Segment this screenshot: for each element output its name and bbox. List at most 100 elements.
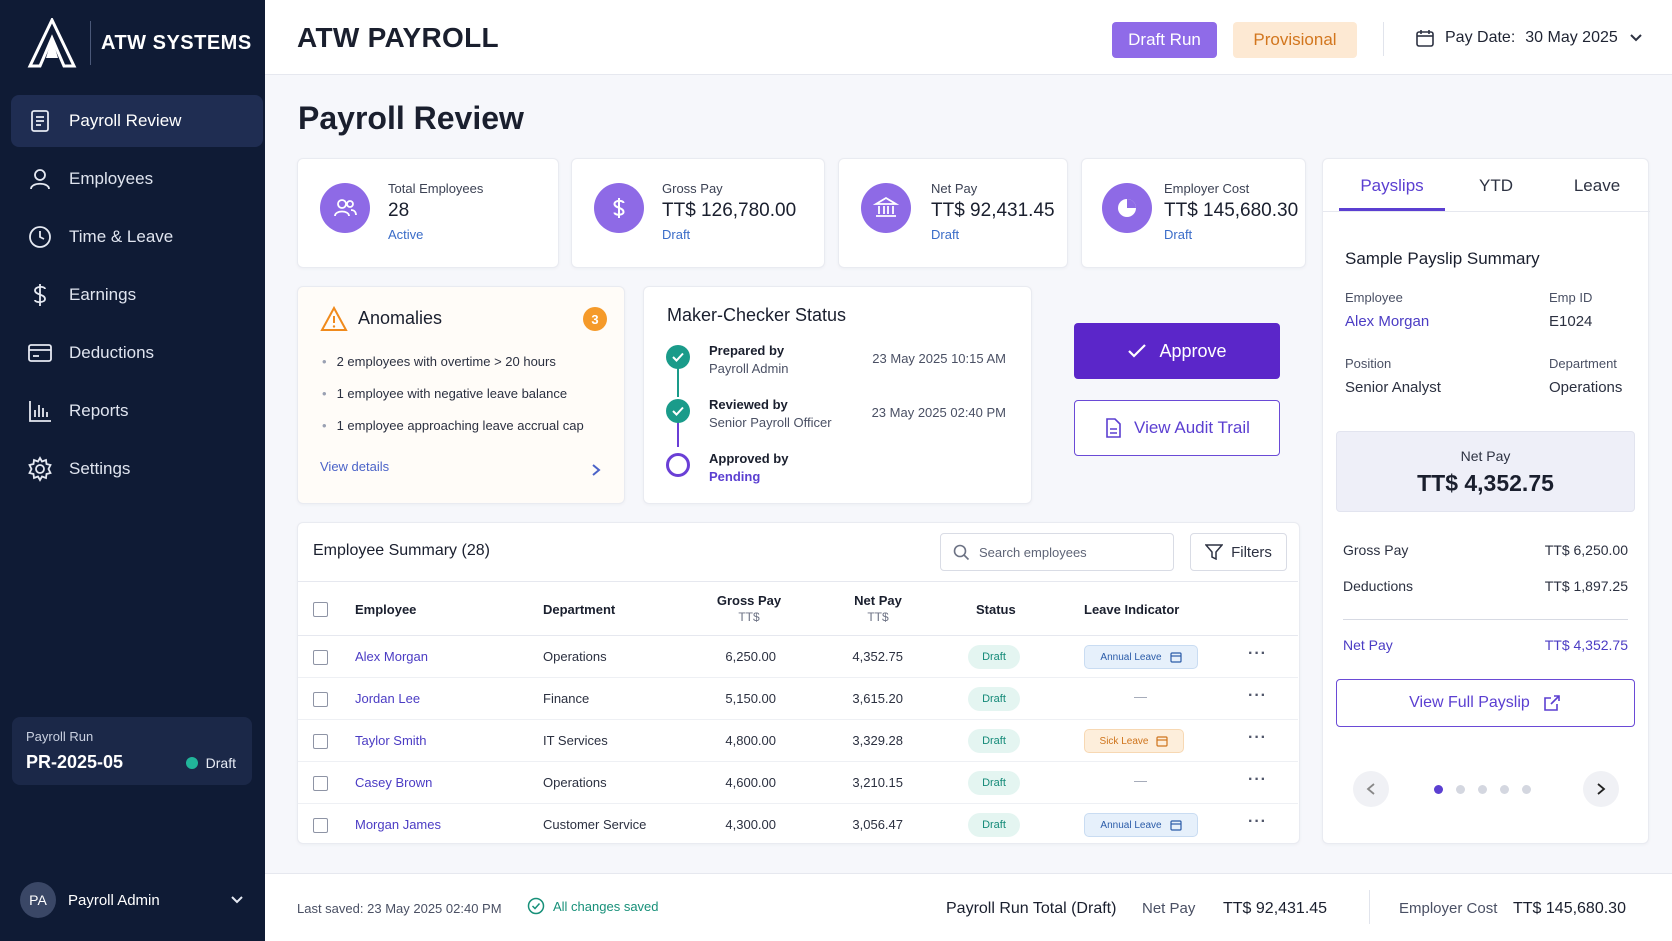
- col-gross-pay[interactable]: Gross Pay TT$: [709, 593, 789, 624]
- list-item: 1 employee approaching leave accrual cap: [322, 409, 584, 441]
- save-status-label: All changes saved: [553, 898, 659, 914]
- row-more-icon[interactable]: ···: [1248, 687, 1267, 704]
- tab-leave[interactable]: Leave: [1573, 176, 1621, 195]
- footer-divider: [1369, 890, 1370, 924]
- bar-chart-icon: [29, 401, 51, 422]
- gross-pay-label: Gross Pay: [1343, 542, 1409, 558]
- gross-pay-cell: 5,150.00: [725, 691, 776, 706]
- leave-label: Annual Leave: [1100, 819, 1162, 831]
- select-all-checkbox[interactable]: [313, 602, 328, 617]
- col-gross-unit: TT$: [738, 610, 760, 624]
- employee-name-link[interactable]: Alex Morgan: [355, 649, 428, 664]
- warning-icon: [320, 306, 348, 331]
- draft-run-badge: Draft Run: [1112, 22, 1217, 58]
- run-total-label: Payroll Run Total (Draft): [946, 900, 1117, 917]
- view-full-payslip-button[interactable]: View Full Payslip: [1336, 679, 1635, 727]
- sidebar-item-employees[interactable]: Employees: [11, 153, 263, 205]
- calendar-icon: [1156, 736, 1169, 747]
- stat-value: TT$ 126,780.00: [662, 200, 797, 221]
- table-row[interactable]: Alex Morgan Operations 6,250.00 4,352.75…: [298, 636, 1298, 678]
- leave-label: Annual Leave: [1100, 651, 1162, 663]
- employee-name-link[interactable]: Taylor Smith: [355, 733, 427, 748]
- audit-label: View Audit Trail: [1134, 418, 1250, 437]
- external-link-icon: [1544, 695, 1560, 711]
- prev-page-button[interactable]: [1353, 771, 1389, 807]
- search-input[interactable]: [979, 544, 1159, 560]
- users-icon: [334, 199, 357, 217]
- row-more-icon[interactable]: ···: [1248, 729, 1267, 746]
- status-badge: Draft: [968, 813, 1020, 837]
- calendar-icon: [1169, 820, 1182, 831]
- page-dot[interactable]: [1522, 785, 1531, 794]
- view-audit-trail-button[interactable]: View Audit Trail: [1074, 400, 1280, 456]
- gross-pay-cell: 4,600.00: [725, 775, 776, 790]
- maker-checker-card: Maker-Checker Status Prepared by Payroll…: [643, 286, 1032, 504]
- page-dot[interactable]: [1500, 785, 1509, 794]
- sidebar-item-settings[interactable]: Settings: [11, 443, 263, 495]
- chevron-right-icon: [1597, 783, 1606, 795]
- employee-name-link[interactable]: Morgan James: [355, 817, 441, 832]
- gross-pay-cell: 4,800.00: [725, 733, 776, 748]
- page-dot[interactable]: [1434, 785, 1443, 794]
- row-more-icon[interactable]: ···: [1248, 813, 1267, 830]
- tab-ytd[interactable]: YTD: [1479, 176, 1513, 195]
- view-details-link[interactable]: View details: [320, 459, 390, 474]
- sidebar-item-deductions[interactable]: Deductions: [11, 327, 263, 379]
- net-pay-cell: 3,615.20: [852, 691, 903, 706]
- row-more-icon[interactable]: ···: [1248, 771, 1267, 788]
- sidebar-item-payroll-review[interactable]: Payroll Review: [11, 95, 263, 147]
- row-checkbox[interactable]: [313, 650, 328, 665]
- row-checkbox[interactable]: [313, 692, 328, 707]
- list-item: 1 employee with negative leave balance: [322, 377, 584, 409]
- page-dot[interactable]: [1456, 785, 1465, 794]
- step-time: 23 May 2025 02:40 PM: [871, 405, 1006, 420]
- next-page-button[interactable]: [1583, 771, 1619, 807]
- filter-icon: [1205, 544, 1224, 560]
- payslip-employee-link[interactable]: Alex Morgan: [1345, 313, 1430, 330]
- calendar-icon: [1169, 652, 1182, 663]
- net-pay-cell: 3,056.47: [852, 817, 903, 832]
- col-leave-indicator[interactable]: Leave Indicator: [1084, 602, 1180, 617]
- app-title: ATW PAYROLL: [297, 22, 499, 53]
- employee-name-link[interactable]: Casey Brown: [355, 775, 433, 790]
- page-dot[interactable]: [1478, 785, 1487, 794]
- col-net-pay[interactable]: Net Pay TT$: [838, 593, 918, 624]
- bank-icon: [873, 196, 899, 217]
- sidebar-item-time-leave[interactable]: Time & Leave: [11, 211, 263, 263]
- table-row[interactable]: Morgan James Customer Service 4,300.00 3…: [298, 804, 1298, 843]
- sidebar-item-reports[interactable]: Reports: [11, 385, 263, 437]
- payroll-run-card[interactable]: Payroll Run PR-2025-05 Draft: [12, 717, 252, 785]
- sidebar-item-label: Time & Leave: [69, 227, 174, 246]
- pay-date-selector[interactable]: Pay Date: 30 May 2025: [1415, 28, 1644, 48]
- table-row[interactable]: Casey Brown Operations 4,600.00 3,210.15…: [298, 762, 1298, 804]
- footer-cost-label: Employer Cost: [1399, 900, 1498, 917]
- stat-label: Net Pay: [931, 181, 978, 196]
- chevron-right-icon[interactable]: [590, 463, 602, 477]
- payslip-panel: Payslips YTD Leave Sample Payslip Summar…: [1322, 158, 1650, 844]
- payroll-run-id: PR-2025-05: [26, 752, 124, 772]
- filters-button[interactable]: Filters: [1190, 533, 1287, 571]
- approve-button[interactable]: Approve: [1074, 323, 1280, 379]
- document-icon: [31, 110, 49, 132]
- tab-payslips[interactable]: Payslips: [1360, 176, 1424, 195]
- stat-value: TT$ 145,680.30: [1164, 200, 1299, 221]
- user-menu[interactable]: PA Payroll Admin: [20, 882, 245, 918]
- row-checkbox[interactable]: [313, 818, 328, 833]
- row-checkbox[interactable]: [313, 776, 328, 791]
- chevron-down-icon[interactable]: [229, 892, 245, 908]
- search-box[interactable]: [940, 533, 1174, 571]
- step-who: Pending: [709, 469, 761, 484]
- table-row[interactable]: Taylor Smith IT Services 4,800.00 3,329.…: [298, 720, 1298, 762]
- col-employee[interactable]: Employee: [355, 602, 417, 617]
- col-status[interactable]: Status: [976, 602, 1016, 617]
- sidebar-item-earnings[interactable]: Earnings: [11, 269, 263, 321]
- employee-name-link[interactable]: Jordan Lee: [355, 691, 421, 706]
- sidebar-item-label: Payroll Review: [69, 111, 182, 130]
- approve-label: Approve: [1159, 340, 1227, 361]
- row-checkbox[interactable]: [313, 734, 328, 749]
- check-circle-icon: [527, 897, 545, 915]
- table-row[interactable]: Jordan Lee Finance 5,150.00 3,615.20 Dra…: [298, 678, 1298, 720]
- row-more-icon[interactable]: ···: [1248, 645, 1267, 662]
- net-pay-label: Net Pay: [1460, 448, 1511, 464]
- col-department[interactable]: Department: [543, 602, 616, 617]
